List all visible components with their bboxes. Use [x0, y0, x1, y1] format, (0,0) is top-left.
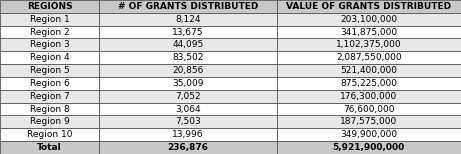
Text: 203,100,000: 203,100,000 [340, 15, 397, 24]
Text: Region 8: Region 8 [30, 105, 70, 114]
Bar [99, 13, 277, 26]
Bar [277, 103, 461, 116]
Text: 35,009: 35,009 [172, 79, 204, 88]
Bar [99, 128, 277, 141]
Text: 176,300,000: 176,300,000 [340, 92, 397, 101]
Bar [277, 0, 461, 13]
Bar [99, 103, 277, 116]
Text: # OF GRANTS DISTRIBUTED: # OF GRANTS DISTRIBUTED [118, 2, 258, 11]
Bar [277, 128, 461, 141]
Text: Region 9: Region 9 [30, 117, 70, 126]
Text: 8,124: 8,124 [175, 15, 201, 24]
Bar [0, 13, 99, 26]
Text: 76,600,000: 76,600,000 [343, 105, 395, 114]
Bar [277, 51, 461, 64]
Text: 2,087,550,000: 2,087,550,000 [336, 53, 402, 62]
Bar [99, 77, 277, 90]
Text: Region 2: Region 2 [30, 28, 69, 37]
Bar [277, 141, 461, 154]
Bar [99, 0, 277, 13]
Text: 341,875,000: 341,875,000 [340, 28, 397, 37]
Text: Region 4: Region 4 [30, 53, 69, 62]
Text: Region 6: Region 6 [30, 79, 70, 88]
Text: Region 3: Region 3 [30, 40, 70, 49]
Text: 44,095: 44,095 [172, 40, 203, 49]
Text: 236,876: 236,876 [167, 143, 208, 152]
Bar [0, 77, 99, 90]
Text: Region 10: Region 10 [27, 130, 72, 139]
Text: 875,225,000: 875,225,000 [340, 79, 397, 88]
Text: VALUE OF GRANTS DISTRIBUTED: VALUE OF GRANTS DISTRIBUTED [286, 2, 451, 11]
Bar [0, 38, 99, 51]
Bar [277, 38, 461, 51]
Bar [277, 26, 461, 38]
Bar [277, 77, 461, 90]
Bar [0, 51, 99, 64]
Bar [0, 141, 99, 154]
Text: Region 5: Region 5 [30, 66, 70, 75]
Text: REGIONS: REGIONS [27, 2, 72, 11]
Bar [0, 116, 99, 128]
Text: 7,503: 7,503 [175, 117, 201, 126]
Text: 521,400,000: 521,400,000 [340, 66, 397, 75]
Text: 1,102,375,000: 1,102,375,000 [336, 40, 402, 49]
Bar [99, 26, 277, 38]
Text: 187,575,000: 187,575,000 [340, 117, 397, 126]
Bar [99, 141, 277, 154]
Bar [99, 90, 277, 103]
Bar [0, 90, 99, 103]
Text: Region 1: Region 1 [30, 15, 70, 24]
Bar [277, 116, 461, 128]
Text: 349,900,000: 349,900,000 [340, 130, 397, 139]
Text: 3,064: 3,064 [175, 105, 201, 114]
Text: 7,052: 7,052 [175, 92, 201, 101]
Bar [99, 64, 277, 77]
Bar [0, 26, 99, 38]
Bar [99, 38, 277, 51]
Bar [0, 64, 99, 77]
Text: Region 7: Region 7 [30, 92, 70, 101]
Bar [0, 0, 99, 13]
Text: 13,675: 13,675 [172, 28, 204, 37]
Bar [0, 103, 99, 116]
Text: 13,996: 13,996 [172, 130, 204, 139]
Bar [277, 90, 461, 103]
Text: Total: Total [37, 143, 62, 152]
Text: 20,856: 20,856 [172, 66, 204, 75]
Bar [99, 116, 277, 128]
Bar [0, 128, 99, 141]
Bar [99, 51, 277, 64]
Bar [277, 13, 461, 26]
Text: 83,502: 83,502 [172, 53, 204, 62]
Bar [277, 64, 461, 77]
Text: 5,921,900,000: 5,921,900,000 [333, 143, 405, 152]
